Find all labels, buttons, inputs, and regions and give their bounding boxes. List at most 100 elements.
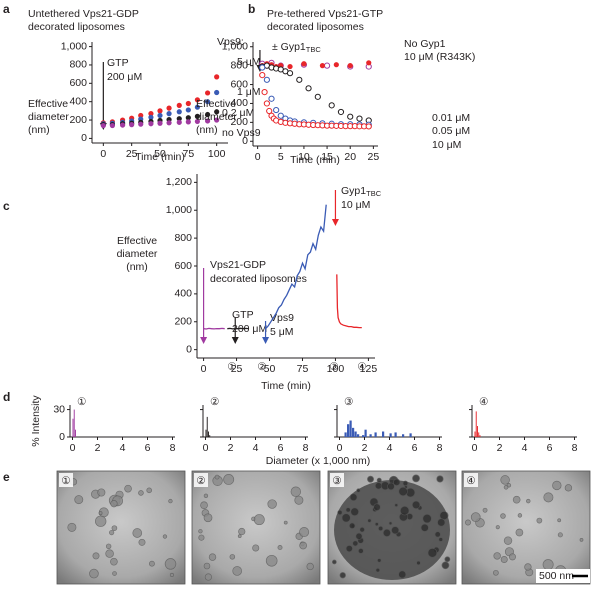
vesicle xyxy=(348,522,356,530)
y-tick-label: 1,200 xyxy=(166,176,192,188)
data-point xyxy=(185,119,191,125)
legend-entry: 0.01 μM xyxy=(432,112,470,124)
vesicle xyxy=(111,525,118,531)
histogram-bar xyxy=(475,411,477,437)
micrograph xyxy=(191,470,321,585)
y-tick-label: 600 xyxy=(69,77,87,89)
vesicle xyxy=(579,538,584,542)
histogram-bar xyxy=(73,409,75,437)
data-point xyxy=(277,112,284,119)
vesicle xyxy=(97,488,106,497)
vesicle xyxy=(394,503,399,508)
data-point xyxy=(214,117,220,123)
histogram-bar xyxy=(206,416,208,437)
data-point xyxy=(194,104,200,110)
vesicle xyxy=(503,484,509,490)
vesicle xyxy=(444,556,451,563)
y-tick-label: 400 xyxy=(174,288,192,300)
histogram-bar xyxy=(347,424,350,437)
vesicle xyxy=(392,478,401,487)
histogram-bar xyxy=(389,433,392,437)
x-tick-label: 25 xyxy=(126,148,138,160)
vesicle xyxy=(98,511,103,516)
subplot-label: ③ xyxy=(344,396,354,408)
vesicle xyxy=(391,526,400,535)
x-tick-label: 0 xyxy=(203,442,209,454)
panel-label: a xyxy=(3,2,10,16)
arrow-head xyxy=(231,337,239,344)
chart-title: Pre-tethered Vps21-GTP xyxy=(267,8,383,20)
data-point xyxy=(296,76,303,83)
data-point xyxy=(263,76,270,83)
data-point xyxy=(194,118,200,125)
vesicle xyxy=(110,557,118,566)
y-tick-label: 600 xyxy=(174,260,192,272)
vesicle xyxy=(95,515,107,527)
legend-entry: No Gyp1 xyxy=(404,38,446,50)
histogram-bar xyxy=(208,431,209,437)
vesicle xyxy=(341,513,351,523)
vesicle xyxy=(267,499,277,509)
vesicle xyxy=(422,513,432,524)
data-line xyxy=(203,327,225,330)
data-point xyxy=(259,64,266,71)
vesicle xyxy=(524,563,532,571)
vesicle xyxy=(416,560,421,566)
vesicle xyxy=(517,513,523,518)
vesicle xyxy=(500,475,510,485)
vesicle xyxy=(482,507,488,513)
vesicle xyxy=(508,553,516,561)
vesicle xyxy=(105,549,114,558)
subscript: TBC xyxy=(366,189,382,198)
vesicle xyxy=(169,572,174,578)
data-point xyxy=(185,107,191,113)
chart-title: decorated liposomes xyxy=(267,21,364,33)
step-marker: ② xyxy=(257,361,267,373)
vesicle xyxy=(331,559,337,565)
vesicle xyxy=(434,531,441,538)
y-axis-label: % Intensity xyxy=(30,395,42,447)
vesicle xyxy=(470,512,481,523)
vesicle xyxy=(557,518,562,523)
vesicle xyxy=(132,528,143,538)
data-point xyxy=(120,122,126,128)
arrow-head xyxy=(331,219,339,226)
data-point xyxy=(214,89,220,96)
data-point xyxy=(366,60,372,66)
vesicle xyxy=(377,558,382,563)
annotation: 200 μM xyxy=(107,71,142,83)
vesicle xyxy=(252,544,260,552)
legend-entry: 10 μM xyxy=(432,139,461,151)
y-axis-label: (nm) xyxy=(126,261,148,273)
x-tick-label: 50 xyxy=(264,363,276,375)
histogram-bar xyxy=(205,429,207,437)
data-point xyxy=(176,109,182,115)
data-point xyxy=(157,112,163,119)
histogram-bar xyxy=(209,435,211,437)
scale-bar-label: 500 nm xyxy=(539,570,574,582)
vesicle xyxy=(359,526,365,533)
data-point xyxy=(205,111,211,118)
vesicle xyxy=(350,507,360,517)
vesicle xyxy=(203,513,213,523)
data-point xyxy=(323,62,331,69)
vesicle xyxy=(557,532,563,538)
vesicle xyxy=(339,572,346,579)
vesicle xyxy=(265,554,278,567)
vesicle xyxy=(337,509,343,516)
x-tick-label: 100 xyxy=(327,363,345,375)
vesicle xyxy=(375,567,381,573)
vesicle xyxy=(208,553,217,561)
data-point xyxy=(194,113,200,119)
vesicle xyxy=(253,514,265,526)
vesicle xyxy=(436,475,444,483)
vesicle xyxy=(138,538,146,546)
x-tick-label: 20 xyxy=(344,151,356,163)
label-backing xyxy=(330,473,344,487)
vesicle xyxy=(411,500,421,510)
histogram-bar xyxy=(364,429,367,437)
vesicle xyxy=(500,513,506,519)
data-point xyxy=(314,93,321,100)
vesicle xyxy=(398,570,407,579)
data-point xyxy=(365,123,372,130)
